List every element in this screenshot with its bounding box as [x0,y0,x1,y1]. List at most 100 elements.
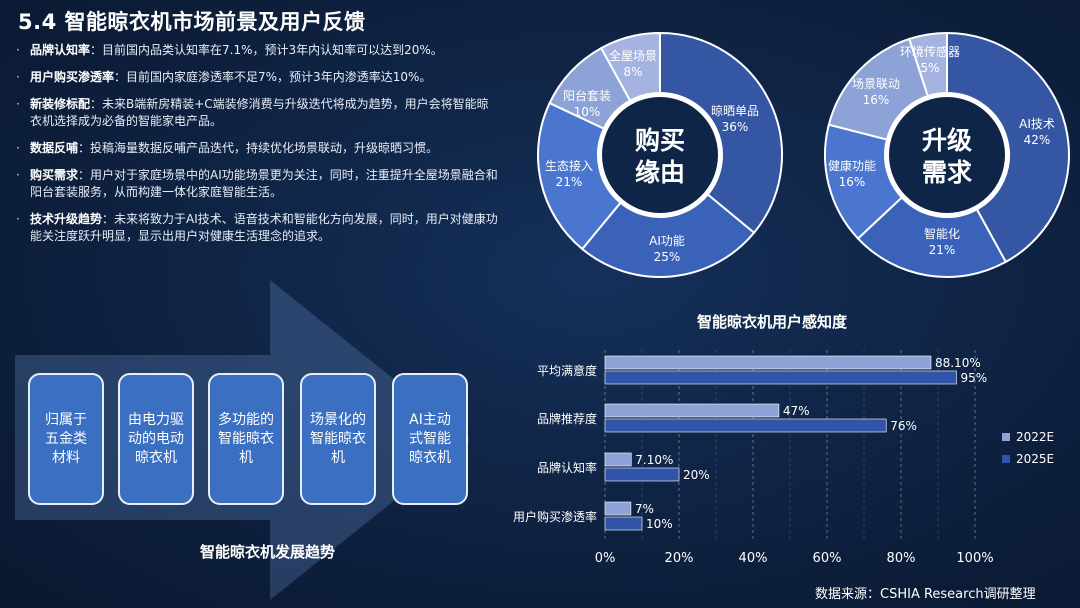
bar [604,516,643,531]
trend-stage-text: 材料 [52,449,80,466]
trend-stage-text: 晾衣机 [409,449,451,466]
legend-swatch [1002,455,1010,463]
bar-value-label: 20% [683,468,710,482]
slice-value: 21% [556,175,583,189]
slice-value: 16% [863,93,890,107]
slice-label: 健康功能 [828,158,876,173]
x-tick-label: 20% [665,551,694,566]
bullet-item: · 购买需求：用户对于家庭场景中的AI功能场景更为关注，同时，注重提升全屋场景融合… [16,167,500,201]
bullet-head: 新装修标配 [30,97,91,111]
slice-label: AI技术 [1019,117,1055,131]
slice-value: 10% [574,105,601,119]
slice-label: 阳台套装 [563,88,611,103]
legend-label: 2022E [1016,430,1055,444]
bullet-head: 品牌认知率 [30,43,91,57]
trend-stage-text: 式智能 [409,430,451,447]
category-label: 品牌认知率 [537,460,597,475]
bullet-text: ：目前国内家庭渗透率不足7%，预计3年内渗透率达10%。 [114,70,432,84]
bar [604,467,680,482]
bullet-item: · 技术升级趋势：未来将致力于AI技术、语音技术和智能化方向发展，同时，用户对健康… [16,211,500,245]
slice-label: 生态接入 [545,158,593,173]
bullet-dot: · [16,212,20,226]
x-tick-label: 100% [956,551,993,566]
trend-stage-3: 多功能的 智能晾衣机 [208,373,284,505]
trend-stage-text: 五金类 [45,430,87,447]
bullet-text: ：未来将致力于AI技术、语音技术和智能化方向发展，同时，用户对健康功能关注度跃升… [30,212,498,243]
slice-value: 16% [839,175,866,189]
bar-value-label: 10% [646,517,673,531]
bar [604,452,632,467]
bullet-text: ：目前国内品类认知率在7.1%，预计3年内认知率可以达到20%。 [90,43,443,57]
legend-swatch [1002,433,1010,441]
trend-stage-1: 归属于 五金类 材料 [28,373,104,505]
bar-value-label: 7.10% [635,453,673,467]
bullet-item: · 数据反哺：投稿海量数据反哺产品迭代，持续优化场景联动，升级晾晒习惯。 [16,140,500,157]
donut-center-label: 升级 [922,126,972,155]
bullet-head: 购买需求 [30,168,79,182]
bullet-dot: · [16,141,20,155]
bullet-head: 用户购买渗透率 [30,70,115,84]
page-title: 5.4 智能晾衣机市场前景及用户反馈 [18,10,366,34]
bullet-text: ：用户对于家庭场景中的AI功能场景更为关注，同时，注重提升全屋场景融合和阳台套装… [30,168,498,199]
trend-stage-text: 机 [239,449,253,466]
legend-item: 2025E [1002,452,1054,466]
bar-value-label: 76% [890,419,917,433]
category-label: 用户购买渗透率 [513,509,597,524]
bar [604,370,957,385]
bullet-dot: · [16,43,20,57]
bullet-head: 数据反哺 [30,141,79,155]
slice-value: 5% [920,61,939,75]
slice-value: 8% [623,65,642,79]
slice-label: 智能化 [924,226,960,241]
slice-value: 42% [1024,133,1051,147]
bar-value-label: 88.10% [935,356,981,370]
donut-slice [599,31,661,103]
slice-value: 25% [654,250,681,264]
data-source: 数据来源：CSHIA Research调研整理 [815,587,1036,602]
trend-stage-2: 由电力驱 动的电动 晾衣机 [118,373,194,505]
bullet-dot: · [16,168,20,182]
donut-slice [946,31,1070,264]
slice-label: AI功能 [649,234,685,248]
slice-label: 全屋场景 [609,48,657,63]
bullet-head: 技术升级趋势 [30,212,103,226]
trend-stage-text: AI主动 [409,411,451,428]
trend-stage-text: 机 [331,449,345,466]
trend-stage-text: 智能晾衣 [218,430,274,447]
x-tick-label: 40% [739,551,768,566]
slice-label: 环境传感器 [900,44,960,59]
trend-stage-text: 智能晾衣 [310,430,366,447]
category-label: 平均满意度 [537,363,597,378]
bullet-item: · 用户购买渗透率：目前国内家庭渗透率不足7%，预计3年内渗透率达10%。 [16,69,500,86]
bullet-dot: · [16,70,20,84]
donut-center-label: 需求 [922,158,972,187]
legend-label: 2025E [1016,452,1055,466]
donut-slice [580,193,756,278]
bar-chart-title: 智能晾衣机用户感知度 [697,313,848,331]
donut-center-label: 缘由 [635,158,685,187]
bullet-item: · 新装修标配：未来B端新房精装+C端装修消费与升级迭代将成为趋势，用户会将智能晾… [16,96,500,130]
bar-legend: 2022E 2025E [1002,430,1054,474]
x-tick-label: 80% [887,551,916,566]
donut-center-label: 购买 [635,126,685,155]
trend-stage-text: 场景化的 [310,411,366,428]
slice-value: 36% [722,120,749,134]
x-tick-label: 60% [813,551,842,566]
trend-stage-text: 动的电动 [128,430,184,447]
bar [604,403,780,418]
trend-stage-5: AI主动式智能晾衣机 [392,373,468,505]
x-tick-label: 0% [595,551,616,566]
bar [604,418,887,433]
trend-stage-4: 场景化的 智能晾衣机 [300,373,376,505]
bullet-list: · 品牌认知率：目前国内品类认知率在7.1%，预计3年内认知率可以达到20%。 · 用… [16,42,500,255]
category-label: 品牌推荐度 [537,411,597,426]
bullet-text: ：投稿海量数据反哺产品迭代，持续优化场景联动，升级晾晒习惯。 [78,141,439,155]
bar [604,355,932,370]
legend-item: 2022E [1002,430,1054,444]
slice-label: 场景联动 [852,77,900,91]
bar-value-label: 47% [783,404,810,418]
bar [604,501,632,516]
